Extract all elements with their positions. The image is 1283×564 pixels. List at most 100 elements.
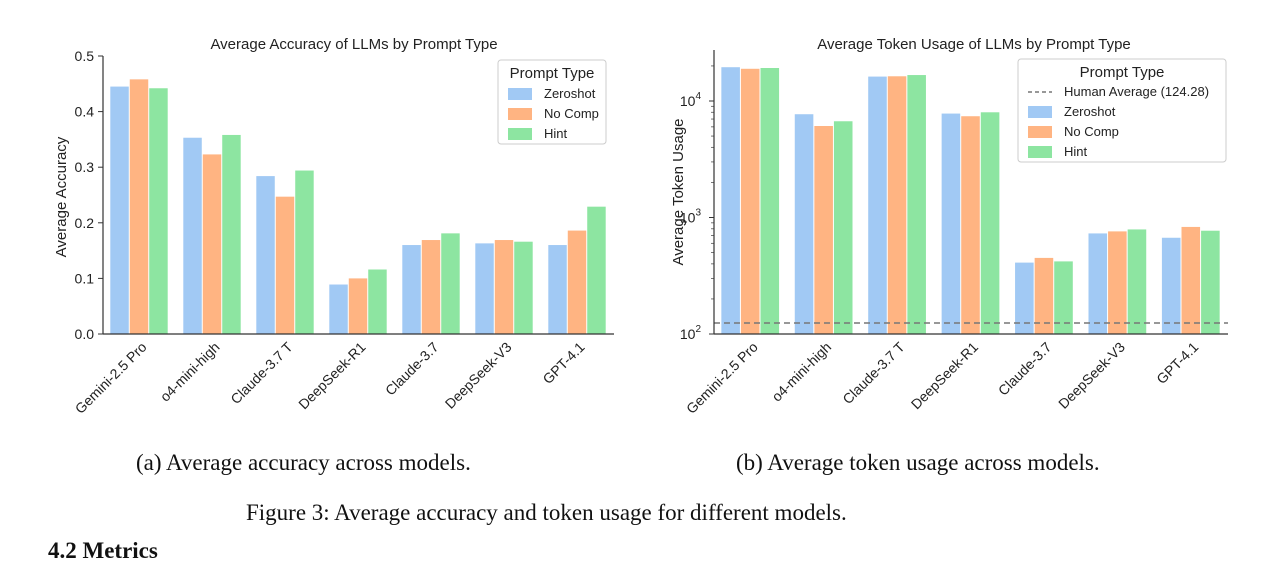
accuracy-legend: Prompt Type Zeroshot No Comp Hint bbox=[497, 59, 607, 145]
token-y-axis-label: Average Token Usage bbox=[670, 118, 687, 265]
left-x-tick-label: Claude-3.7 bbox=[382, 339, 442, 399]
figure-caption: Figure 3: Average accuracy and token usa… bbox=[246, 500, 847, 525]
accuracy-chart: Average Accuracy of LLMs by Prompt Type … bbox=[53, 36, 614, 417]
right-legend-label: Zeroshot bbox=[1064, 104, 1116, 119]
left-bar-no-comp-5 bbox=[494, 240, 514, 334]
right-bar-no-comp-2 bbox=[887, 76, 907, 334]
token-y-tick-exponent: 2 bbox=[695, 324, 701, 335]
left-legend-swatch bbox=[508, 108, 532, 120]
right-legend-label: Hint bbox=[1064, 144, 1088, 159]
accuracy-legend-box bbox=[497, 59, 607, 145]
left-bar-hint-5 bbox=[514, 241, 533, 334]
token-legend-title: Prompt Type bbox=[1080, 64, 1165, 81]
right-bar-no-comp-0 bbox=[740, 68, 760, 334]
right-bar-hint-1 bbox=[833, 121, 853, 334]
left-bar-zeroshot-4 bbox=[402, 245, 421, 334]
right-bar-zeroshot-4 bbox=[1015, 262, 1034, 334]
right-bar-zeroshot-0 bbox=[721, 67, 740, 335]
accuracy-y-tick-label: 0.5 bbox=[75, 48, 95, 64]
right-bar-hint-4 bbox=[1054, 261, 1073, 334]
left-bar-zeroshot-5 bbox=[475, 243, 494, 334]
token-y-tick-exponent: 3 bbox=[695, 208, 701, 219]
left-bar-no-comp-6 bbox=[567, 230, 587, 334]
accuracy-chart-title: Average Accuracy of LLMs by Prompt Type bbox=[210, 36, 497, 53]
left-legend-label: Zeroshot bbox=[544, 86, 596, 101]
left-bar-hint-6 bbox=[587, 206, 606, 334]
left-bar-hint-4 bbox=[441, 233, 460, 334]
accuracy-y-tick-label: 0.0 bbox=[75, 326, 95, 342]
token-y-tick-base: 10 bbox=[680, 210, 696, 226]
right-bar-hint-0 bbox=[760, 68, 780, 334]
accuracy-y-tick-label: 0.4 bbox=[75, 104, 95, 120]
right-x-tick-label: Claude-3.7 T bbox=[839, 338, 908, 407]
token-y-tick-base: 10 bbox=[680, 93, 696, 109]
accuracy-legend-title: Prompt Type bbox=[510, 65, 595, 82]
subcaption-b: (b) Average token usage across models. bbox=[736, 450, 1100, 475]
left-bar-no-comp-3 bbox=[348, 278, 368, 334]
left-bar-zeroshot-0 bbox=[110, 86, 129, 334]
left-bar-hint-3 bbox=[368, 269, 387, 334]
subcaption-a: (a) Average accuracy across models. bbox=[136, 450, 471, 475]
right-bar-hint-6 bbox=[1201, 230, 1220, 334]
left-bar-zeroshot-1 bbox=[183, 137, 202, 334]
token-y-tick-label: 102 bbox=[680, 324, 702, 342]
left-bar-hint-1 bbox=[222, 134, 241, 334]
left-x-tick-label: DeepSeek-V3 bbox=[442, 339, 515, 412]
right-x-tick-label: DeepSeek-R1 bbox=[908, 339, 982, 413]
token-y-tick-exponent: 4 bbox=[695, 91, 701, 102]
left-x-tick-label: Gemini-2.5 Pro bbox=[72, 339, 150, 417]
right-bar-zeroshot-6 bbox=[1161, 237, 1181, 334]
right-bar-zeroshot-1 bbox=[794, 114, 814, 334]
right-bar-zeroshot-5 bbox=[1088, 233, 1108, 334]
accuracy-y-tick-label: 0.2 bbox=[75, 215, 95, 231]
left-x-tick-label: o4-mini-high bbox=[157, 339, 223, 405]
token-y-tick-base: 10 bbox=[680, 326, 696, 342]
right-legend-swatch bbox=[1028, 146, 1052, 158]
right-x-tick-label: DeepSeek-V3 bbox=[1055, 339, 1128, 412]
right-bar-hint-3 bbox=[980, 112, 1000, 334]
right-bar-no-comp-6 bbox=[1181, 226, 1201, 334]
right-legend-label: No Comp bbox=[1064, 124, 1119, 139]
right-bar-no-comp-3 bbox=[961, 116, 980, 334]
right-legend-swatch bbox=[1028, 106, 1052, 118]
left-x-tick-label: DeepSeek-R1 bbox=[295, 339, 369, 413]
left-x-tick-label: Claude-3.7 T bbox=[227, 338, 296, 407]
left-bar-hint-2 bbox=[295, 170, 314, 334]
right-bar-zeroshot-2 bbox=[868, 76, 887, 334]
left-legend-swatch bbox=[508, 88, 532, 100]
token-legend-box bbox=[1017, 58, 1227, 163]
right-bar-no-comp-5 bbox=[1108, 231, 1127, 334]
left-bar-hint-0 bbox=[149, 88, 168, 334]
token-y-tick-label: 103 bbox=[680, 208, 702, 226]
left-bar-no-comp-2 bbox=[275, 196, 295, 334]
right-x-tick-label: Claude-3.7 bbox=[995, 339, 1055, 399]
left-bar-no-comp-0 bbox=[129, 79, 149, 334]
left-bar-zeroshot-3 bbox=[329, 284, 348, 334]
right-x-tick-label: o4-mini-high bbox=[768, 339, 834, 405]
accuracy-y-tick-label: 0.3 bbox=[75, 159, 95, 175]
token-chart-title: Average Token Usage of LLMs by Prompt Ty… bbox=[817, 36, 1131, 53]
legend-human-average: Human Average (124.28) bbox=[1064, 84, 1209, 99]
accuracy-y-axis-label: Average Accuracy bbox=[53, 136, 70, 257]
section-heading: 4.2 Metrics bbox=[48, 538, 158, 563]
right-bar-no-comp-1 bbox=[814, 126, 833, 334]
left-bar-no-comp-4 bbox=[421, 240, 441, 334]
token-usage-chart: Average Token Usage of LLMs by Prompt Ty… bbox=[670, 36, 1228, 417]
left-bar-zeroshot-6 bbox=[548, 245, 567, 334]
left-bar-zeroshot-2 bbox=[256, 176, 275, 334]
right-bar-hint-2 bbox=[907, 75, 926, 335]
right-x-tick-label: GPT-4.1 bbox=[1153, 339, 1201, 387]
right-legend-swatch bbox=[1028, 126, 1052, 138]
right-bar-hint-5 bbox=[1127, 229, 1147, 334]
left-legend-label: Hint bbox=[544, 126, 568, 141]
right-x-tick-label: Gemini-2.5 Pro bbox=[683, 339, 761, 417]
left-legend-label: No Comp bbox=[544, 106, 599, 121]
right-bar-no-comp-4 bbox=[1034, 257, 1054, 334]
left-x-tick-label: GPT-4.1 bbox=[539, 339, 587, 387]
left-bar-no-comp-1 bbox=[202, 154, 222, 334]
accuracy-y-tick-label: 0.1 bbox=[75, 270, 95, 286]
token-y-tick-label: 104 bbox=[680, 91, 702, 109]
token-legend: Prompt Type Human Average (124.28) Zeros… bbox=[1017, 58, 1227, 163]
right-bar-zeroshot-3 bbox=[941, 113, 961, 334]
